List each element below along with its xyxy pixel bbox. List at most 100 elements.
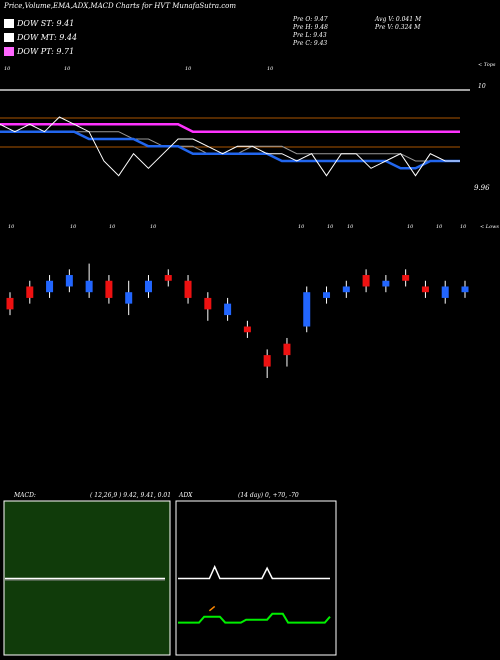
pre-close: Pre C: 9.43 [293,40,328,47]
plus-di-line [178,612,331,624]
candle [263,349,271,378]
candle-body [243,326,251,333]
price-tick-label: 10 [267,66,274,72]
candles [6,263,469,378]
dow-mt-swatch [4,32,14,42]
pre-volume: Pre V: 0.324 M [375,24,421,31]
tops-label: < Tops [478,62,496,68]
candle-body [46,280,54,293]
avg-volume: Avg V: 0.041 M [375,16,422,23]
candle-body [402,275,410,281]
candle-body [362,275,370,287]
volume-values: Avg V: 0.041 M Pre V: 0.324 M [375,16,421,32]
candle-tick-label: 10 [298,224,305,230]
candle-body [6,297,14,310]
candle-body [26,286,34,298]
dow-pt-label: DOW PT: 9.71 [17,46,75,56]
macd-lines [5,577,165,581]
adx-title: ADX [178,492,193,499]
dow-legend-item-pt: DOW PT: 9.71 [4,44,77,58]
candle-body [263,355,271,367]
chart-title-text: Price,Volume,EMA,ADX,MACD Charts for HVT [4,2,171,10]
dow-pt-line [0,123,460,133]
candle-body [382,280,390,287]
candle [125,280,133,316]
minus-di-line [208,605,216,612]
dow-legend-item-mt: DOW MT: 9.44 [4,30,77,44]
candle-body [303,292,311,327]
candle [441,280,449,304]
candle-tick-label: 10 [327,224,334,230]
candle-tick-label: 10 [150,224,157,230]
candle-tick-label: 10 [460,224,467,230]
candle [362,269,370,293]
ohlc-values: Pre O: 9.47 Pre H: 9.48 Pre L: 9.43 Pre … [293,16,328,48]
candle-body [65,275,73,287]
dow-legend: DOW ST: 9.41 DOW MT: 9.44 DOW PT: 9.71 [4,16,77,58]
candle-body [125,292,133,304]
candle [283,337,291,367]
candle [402,269,410,287]
dow-mt-label: DOW MT: 9.44 [17,32,78,42]
candle [144,275,152,298]
candle-tick-label: 10 [70,224,77,230]
last-price-label: 9.96 [474,184,490,192]
candle-tick-label: 10 [8,224,15,230]
pre-low: Pre L: 9.43 [293,32,327,39]
candle-tick-label: 10 [407,224,414,230]
candle [65,269,73,293]
lows-label: < Lows [480,224,499,230]
candle [323,286,331,304]
pre-open: Pre O: 9.47 [293,16,328,23]
candle [6,292,14,316]
price-tick-label: 10 [64,66,71,72]
candle [85,263,93,298]
candle [382,275,390,293]
dow-st-swatch [4,18,14,28]
dow-mt-line [0,130,460,170]
dow-st-label: DOW ST: 9.41 [17,18,75,28]
candle [461,280,469,298]
candle-body [224,303,232,316]
candle-body [85,280,93,293]
candle-tick-label: 10 [436,224,443,230]
candle-body [323,292,331,298]
candle [164,269,172,287]
candle-body [204,297,212,310]
candle [204,292,212,321]
dow-legend-item-st: DOW ST: 9.41 [4,16,77,30]
price-tick-label: 10 [4,66,11,72]
candle [243,320,251,338]
adx-line [178,564,330,580]
candle [421,280,429,298]
dow-st-line [0,131,460,162]
candle-body [421,286,429,293]
candle-body [184,280,192,298]
candle [184,275,192,304]
candle-body [283,343,291,356]
candle-body [441,286,449,298]
candle [303,286,311,333]
candle-body [144,280,152,293]
chart-title: Price,Volume,EMA,ADX,MACD Charts for HVT… [4,2,236,10]
top-level-label: 10 [478,83,486,90]
price-line [0,116,460,177]
candle [342,280,350,298]
macd-title: MACD: [13,492,36,499]
candle-body [461,286,469,293]
pre-high: Pre H: 9.48 [293,24,328,31]
candle [46,275,54,298]
price-tick-label: 10 [185,66,192,72]
adx-lines [178,564,331,624]
dow-pt-swatch [4,46,14,56]
candle [26,280,34,304]
candle [224,297,232,321]
site-name[interactable]: MunafaSutra.com [172,2,237,10]
adx-params: (14 day) 0, +70, -70 [238,492,299,499]
candle-tick-label: 10 [347,224,354,230]
candle-body [164,275,172,281]
price-lines [0,116,460,177]
candle-body [105,280,113,298]
macd-params: ( 12,26,9 ) 9.42, 9.41, 0.01 [90,492,171,499]
